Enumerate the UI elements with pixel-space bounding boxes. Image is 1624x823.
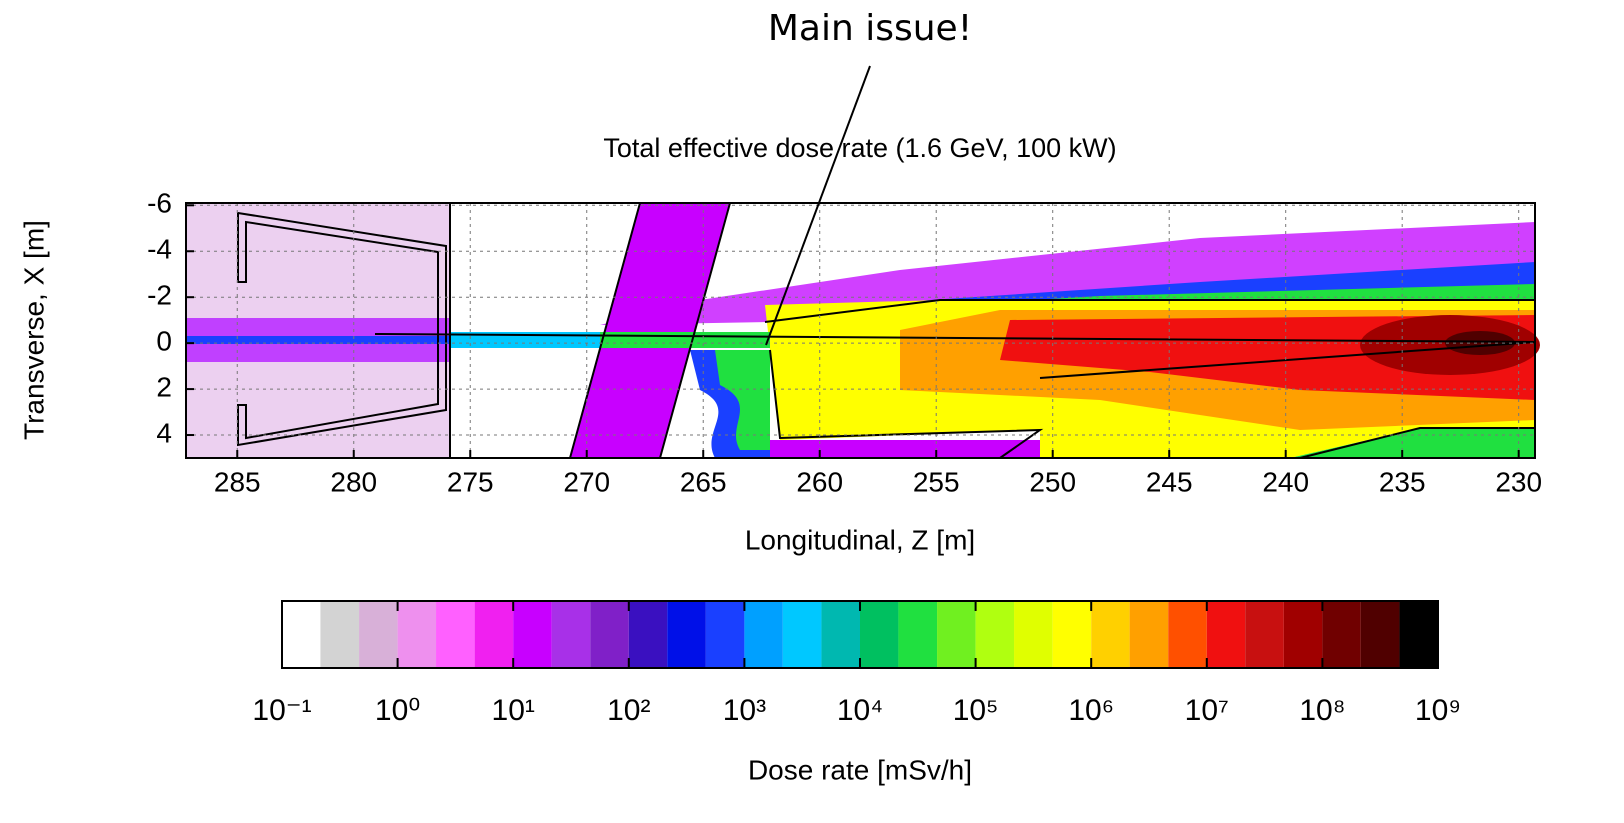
colorbar-tick-label: 10⁹	[1415, 694, 1461, 727]
colorbar-tick-label: 10⁶	[1068, 694, 1114, 727]
colorbar-tick-label: 10³	[723, 694, 766, 727]
colorbar-swatch	[1091, 601, 1130, 668]
colorbar-swatch	[628, 601, 668, 668]
colorbar-swatch	[1399, 601, 1438, 668]
colorbar-swatch	[359, 601, 398, 668]
colorbar-tick-label: 10⁸	[1299, 694, 1345, 727]
beam-channel	[600, 332, 770, 348]
colorbar-swatch	[975, 601, 1015, 668]
colorbar-swatch	[474, 601, 514, 668]
colorbar-swatch	[513, 601, 552, 668]
colorbar-swatch	[1052, 601, 1092, 668]
colorbar-swatch	[821, 601, 860, 668]
colorbar-swatch	[1322, 601, 1361, 668]
colorbar-swatch	[282, 601, 321, 668]
colorbar-tick-label: 10²	[607, 694, 650, 727]
y-tick-label: 0	[156, 326, 172, 357]
tunnel-wall	[769, 349, 1044, 459]
annotation-arrow	[765, 65, 871, 346]
y-tick-label: 2	[156, 371, 172, 402]
colorbar-label: Dose rate [mSv/h]	[748, 754, 972, 785]
geometry	[237, 202, 1536, 459]
x-tick-label: 250	[1029, 466, 1076, 497]
colorbar-swatch	[1245, 601, 1284, 668]
colorbar-tick-label: 10⁷	[1185, 694, 1229, 727]
colorbar-swatch	[744, 601, 783, 668]
dose-field	[186, 203, 1540, 458]
colorbar-swatch	[551, 601, 591, 668]
dump-outline	[237, 211, 447, 447]
x-tick-label: 285	[214, 466, 261, 497]
beam-line	[374, 333, 1536, 343]
colorbar-swatch	[1129, 601, 1169, 668]
colorbar-tick-label: 10¹	[492, 694, 535, 727]
x-tick-label: 235	[1379, 466, 1426, 497]
colorbar-swatch	[1014, 601, 1053, 668]
colorbar-tick-label: 10⁰	[375, 694, 420, 727]
lower-right-region	[1290, 428, 1535, 458]
colorbar-swatch	[667, 601, 706, 668]
colorbar-swatch	[705, 601, 745, 668]
y-tick-label: -6	[147, 188, 172, 219]
colorbar-swatch	[320, 601, 360, 668]
x-tick-label: 260	[796, 466, 843, 497]
colorbar-swatch	[898, 601, 938, 668]
x-tick-label: 280	[330, 466, 377, 497]
colorbar-swatch	[590, 601, 629, 668]
beam-line	[1039, 341, 1536, 379]
colorbar-swatch	[1168, 601, 1207, 668]
grid	[186, 203, 1535, 458]
y-tick-label: -2	[147, 280, 172, 311]
wall	[659, 202, 731, 459]
colorbar-swatch	[436, 601, 475, 668]
x-tick-label: 270	[563, 466, 610, 497]
x-tick-label: 245	[1146, 466, 1193, 497]
colorbar-tick-label: 10⁴	[837, 694, 883, 727]
x-tick-label: 230	[1495, 466, 1542, 497]
x-tick-label: 265	[680, 466, 727, 497]
annotation: Main issue!	[768, 8, 972, 49]
hot-spot	[1445, 331, 1515, 355]
tunnel-wall	[1299, 427, 1535, 459]
colorbar-swatch	[1360, 601, 1400, 668]
x-tick-label: 275	[447, 466, 494, 497]
lower-region	[770, 440, 1040, 458]
y-axis-label: Transverse, X [m]	[18, 220, 49, 440]
lower-curl	[715, 350, 770, 450]
x-tick-label: 240	[1262, 466, 1309, 497]
x-tick-label: 255	[913, 466, 960, 497]
beam-core	[186, 336, 450, 344]
colorbar-swatch	[782, 601, 822, 668]
colorbar-tick-label: 10⁵	[953, 694, 999, 727]
colorbar-swatch	[860, 601, 899, 668]
colorbar-tick-label: 10⁻¹	[252, 694, 311, 727]
colorbar-swatch	[1206, 601, 1246, 668]
wall	[569, 202, 641, 459]
y-tick-label: 4	[156, 417, 172, 448]
inclined-band	[570, 203, 730, 458]
colorbar-swatch	[937, 601, 976, 668]
colorbar-swatch	[397, 601, 437, 668]
chart-title: Total effective dose rate (1.6 GeV, 100 …	[603, 133, 1116, 163]
colorbar-swatch	[1283, 601, 1323, 668]
y-tick-label: -4	[147, 234, 172, 265]
plot-frame	[185, 202, 1536, 459]
tunnel-wall	[764, 299, 1535, 323]
x-axis-label: Longitudinal, Z [m]	[745, 524, 975, 555]
